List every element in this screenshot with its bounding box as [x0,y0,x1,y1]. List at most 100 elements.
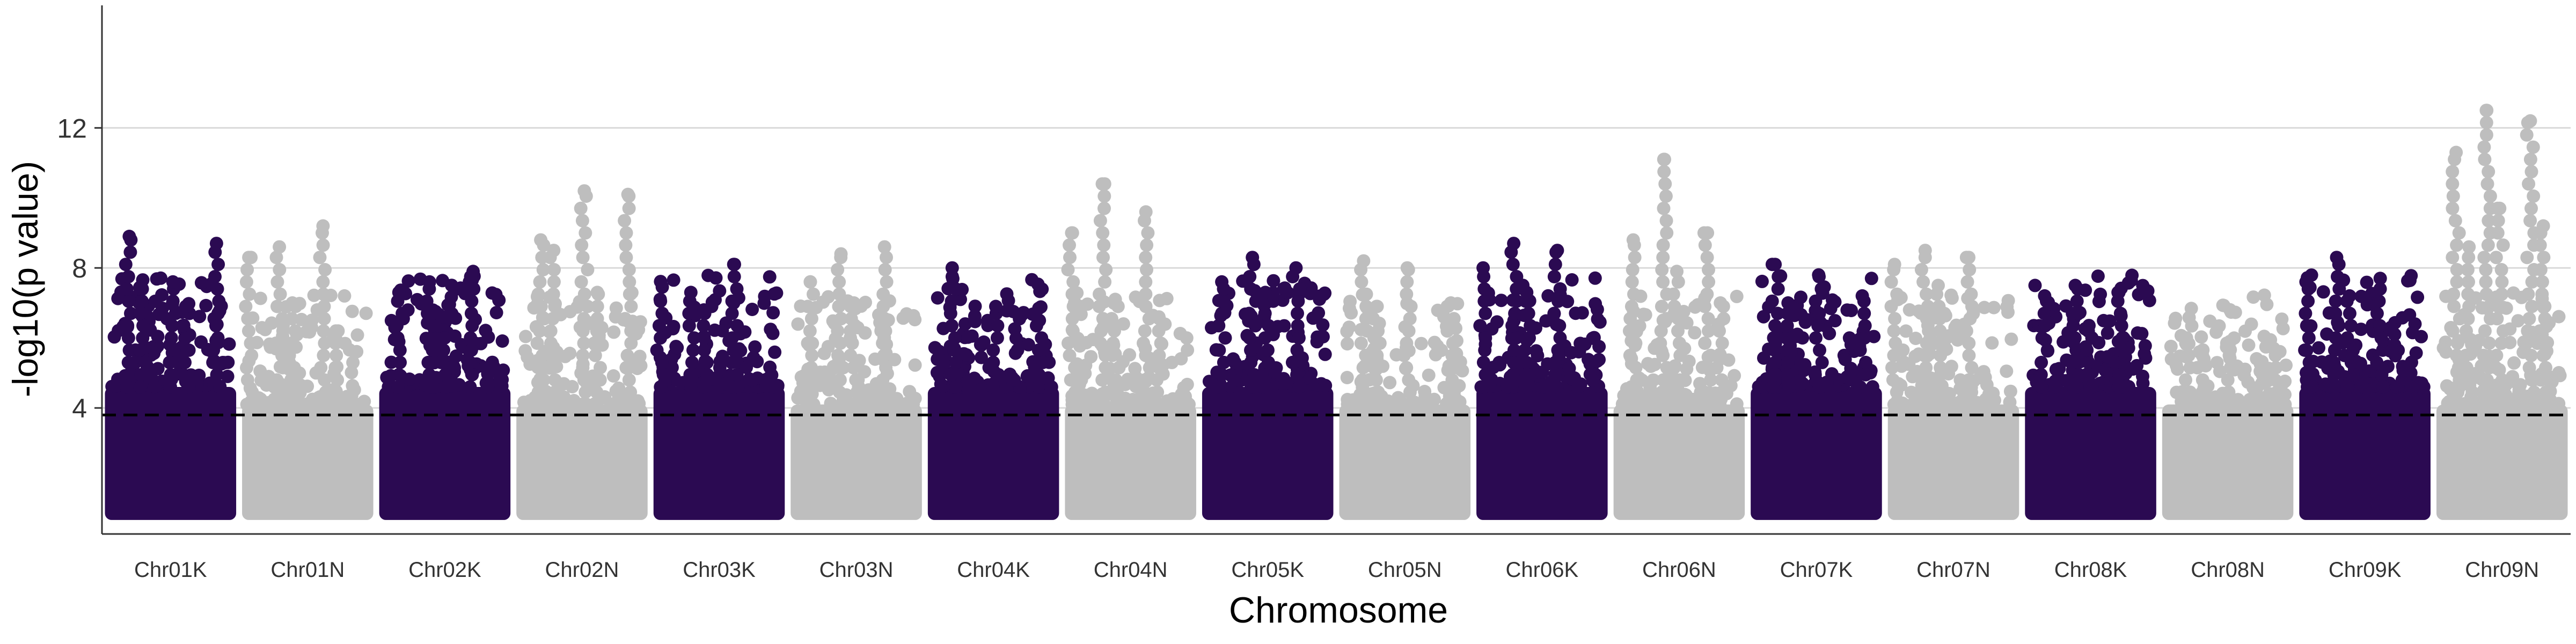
point [2183,385,2197,399]
point [2495,275,2509,289]
point [437,343,450,357]
point [748,340,762,354]
point [2522,177,2536,191]
point [1140,238,1154,252]
point [2507,356,2521,370]
point [2477,140,2491,154]
point [2179,331,2193,345]
point [253,291,267,305]
point [548,373,562,387]
point [574,201,588,215]
point [590,312,604,326]
point [2327,355,2341,369]
point [844,312,858,326]
point [1477,294,1491,308]
point [1139,287,1153,301]
point [318,398,332,412]
x-tick-label: Chr04K [957,558,1030,582]
point [466,265,480,279]
point [2241,375,2255,389]
point [1292,331,1306,345]
point [2246,290,2260,304]
point [1493,358,1507,372]
point [464,343,478,357]
point [1151,385,1165,399]
point [766,306,780,320]
point [1138,373,1152,387]
point [2459,348,2473,362]
point [1934,361,1948,375]
point [2462,251,2476,265]
point [1141,226,1155,240]
point [730,282,744,296]
point [2524,201,2538,215]
point [1507,343,1521,357]
point [624,385,638,399]
point [1648,357,1662,371]
point [1218,331,1232,345]
point [269,251,283,265]
point [1964,287,1978,301]
point [2268,373,2282,387]
point [1212,343,1226,357]
point [2479,263,2493,276]
point [1112,361,1126,375]
point [1139,299,1153,313]
point [2490,312,2504,326]
point [2343,289,2357,303]
point [574,275,588,289]
point [2179,373,2192,387]
point [654,275,668,289]
point [241,324,255,338]
point [1478,343,1492,357]
point [179,299,193,313]
point [1657,201,1671,215]
point [697,343,711,357]
point [211,306,225,320]
point [727,270,741,283]
x-tick-label: Chr06K [1506,558,1579,582]
point [2462,240,2476,254]
point [2003,384,2017,398]
point [148,294,162,308]
point [1701,312,1715,326]
point [523,394,537,408]
point [1780,319,1794,333]
point [1065,287,1079,301]
point [2070,294,2084,308]
point [1586,373,1600,387]
point [1258,331,1272,345]
point [2461,263,2475,276]
point-cluster [2299,387,2431,520]
point [1000,287,1014,301]
point [2490,348,2504,362]
point [2376,380,2390,394]
point [481,330,495,344]
point [273,240,287,254]
point [575,238,589,252]
point [121,355,135,369]
point [879,361,893,375]
point [2525,275,2539,289]
point [1653,336,1667,350]
point [282,348,296,362]
point-cluster [791,404,922,520]
point [619,238,633,252]
point [1139,251,1153,265]
x-tick-label: Chr01N [270,558,345,582]
point [1354,336,1368,350]
point [1656,251,1670,265]
point [2411,290,2425,304]
point [163,355,177,369]
point [2301,380,2314,394]
point [1246,251,1260,265]
point [1371,385,1385,399]
point [1857,331,1871,345]
point [844,348,858,362]
point [1061,263,1075,276]
point [1653,398,1667,412]
point [2085,380,2099,394]
point [1890,385,1904,399]
point [1181,343,1195,357]
point [164,331,178,345]
